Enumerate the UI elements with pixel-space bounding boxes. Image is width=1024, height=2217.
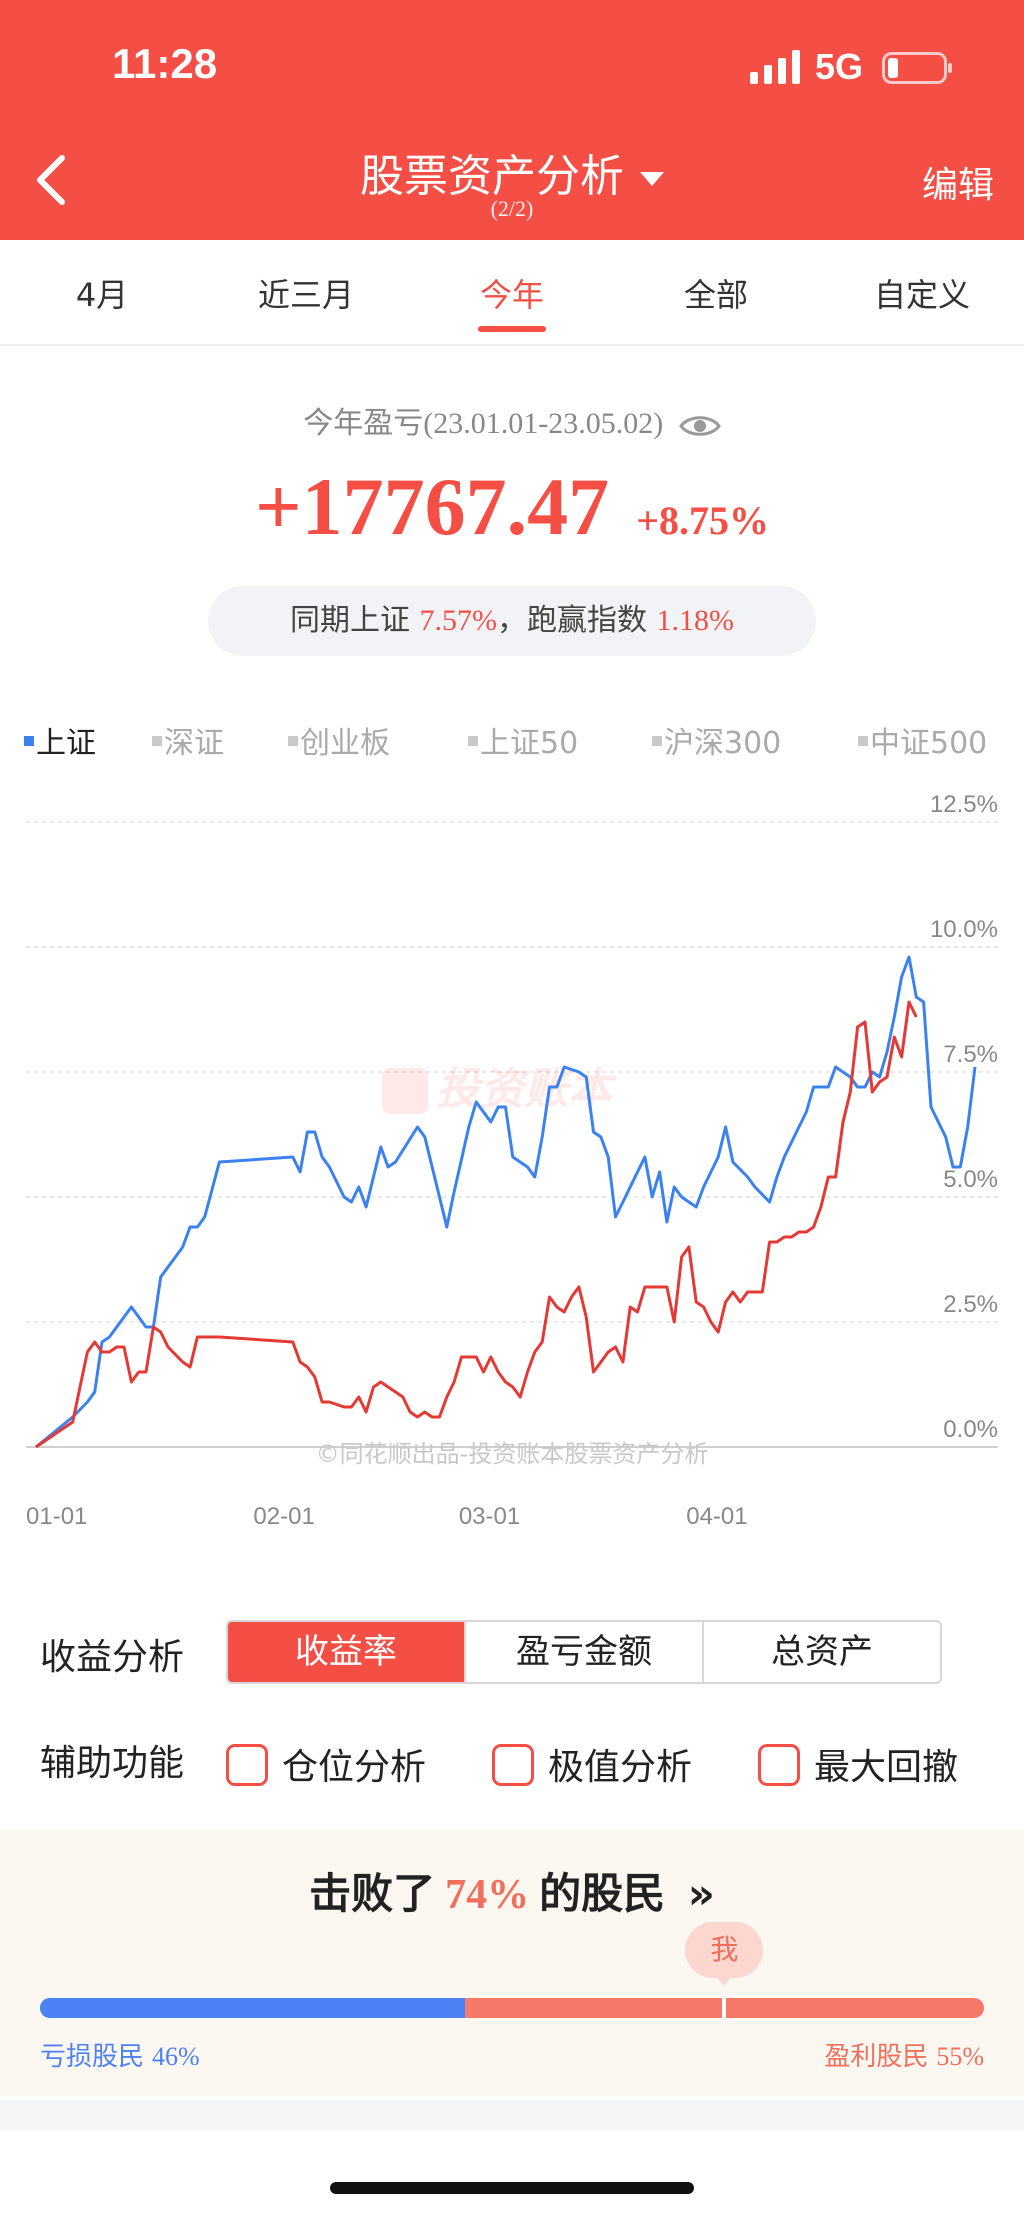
y-tick-label: 5.0% [943,1166,998,1193]
legend-marker [468,735,478,746]
beat-suffix: 的股民 [539,1869,666,1918]
analysis-segmented-control: 收益率 盈亏金额 总资产 [226,1620,942,1684]
home-indicator [330,2182,694,2194]
legend-marker [152,735,162,746]
legend-marker [652,735,662,746]
segment-total-assets[interactable]: 总资产 [771,1632,873,1672]
period-tabs: 4月 近三月 今年 全部 自定义 [0,240,1024,346]
benchmark-prefix: 同期上证 [289,603,410,638]
index-option-csi500[interactable]: 中证500 [858,718,987,762]
check-position-analysis[interactable]: 仓位分析 [226,1738,426,1788]
beat-title[interactable]: 击败了 74% 的股民 » [0,1860,1024,1921]
edit-button[interactable]: 编辑 [921,165,994,206]
segment-pl-amount[interactable]: 盈亏金额 [466,1622,704,1682]
legend-marker [858,735,868,746]
y-tick-label: 7.5% [943,1041,998,1068]
beat-value: 74% [445,1872,530,1918]
check-label: 极值分析 [548,1747,693,1788]
check-label: 仓位分析 [282,1747,427,1788]
gain-investors-label: 盈利股民 [824,2042,929,2072]
watermark-logo [382,1068,428,1114]
analysis-label: 收益分析 [40,1637,185,1678]
pl-period-text: 今年盈亏(23.01.01-23.05.02) [303,407,664,440]
double-chevron-icon: » [687,1869,715,1918]
checkbox[interactable] [492,1744,534,1786]
index-option-sse[interactable]: 上证 [24,718,96,762]
return-chart-svg: 投资账本 ©同花顺出品-投资账本股票资产分析 12.5%10.0%7.5%5.0… [26,791,998,1530]
return-chart[interactable]: 投资账本 ©同花顺出品-投资账本股票资产分析 12.5% 10.0% 7.5% 5.0… [0,790,1024,1530]
check-extreme-analysis[interactable]: 极值分析 [492,1738,692,1788]
index-option-label: 创业板 [300,726,390,761]
checkbox[interactable] [758,1744,800,1786]
chart-footer-watermark: ©同花顺出品-投资账本股票资产分析 [316,1440,709,1468]
gain-investors: 盈利股民 55% [824,2036,984,2073]
active-tab-indicator [478,326,546,332]
loss-investors-value: 46% [152,2042,200,2071]
signal-icon [750,50,800,84]
network-type: 5G [815,46,864,87]
distribution-bar-me-mark [722,1998,727,2018]
y-tick-label: 10.0% [930,916,998,943]
pl-period-label: 今年盈亏(23.01.01-23.05.02) [0,398,1024,442]
header-bar: 11:28 5G 股票资产分析 (2/2) 编辑 [0,0,1024,240]
beat-investors-panel[interactable]: 击败了 74% 的股民 » 我 亏损股民 46% 盈利股民 55% [0,1830,1024,2096]
gain-investors-value: 55% [936,2042,984,2071]
tab-april[interactable]: 4月 [75,276,129,314]
status-time: 11:28 [112,40,218,87]
index-option-csi300[interactable]: 沪深300 [652,718,781,762]
pl-amount: +17767.47 [254,461,610,552]
loss-investors: 亏损股民 46% [40,2036,200,2073]
x-tick-label: 01-01 [26,1503,87,1530]
me-marker-tail [716,1976,733,1986]
index-option-label: 上证50 [480,726,579,761]
distribution-bar-loss [40,1998,465,2018]
index-option-sse50[interactable]: 上证50 [468,718,578,762]
y-tick-label: 2.5% [943,1291,998,1318]
page-indicator: (2/2) [490,196,534,221]
x-tick-label: 04-01 [686,1503,747,1530]
index-option-label: 深证 [164,726,224,761]
loss-investors-label: 亏损股民 [40,2042,145,2072]
index-selector: 上证 深证 创业板 上证50 沪深300 中证500 [0,718,1024,766]
checkbox[interactable] [226,1744,268,1786]
tab-all[interactable]: 全部 [683,276,749,314]
pl-percent: +8.75% [636,498,770,543]
me-marker: 我 [685,1922,764,1978]
battery-icon [882,52,952,84]
benchmark-comparison: 同期上证 7.57%，跑赢指数 1.18% [208,586,816,656]
series-line-portfolio [35,955,977,1449]
page-title[interactable]: 股票资产分析 [0,140,1024,204]
benchmark-index-value: 7.57% [419,604,498,637]
tab-this-year[interactable]: 今年 [479,276,545,314]
segment-return-rate[interactable]: 收益率 [228,1622,466,1682]
legend-marker [288,735,298,746]
series-line-index [35,1000,918,1449]
index-option-label: 中证500 [870,726,988,761]
index-option-szse[interactable]: 深证 [152,718,224,762]
check-max-drawdown[interactable]: 最大回撤 [758,1738,958,1788]
dropdown-caret-icon [640,172,664,186]
index-option-chinext[interactable]: 创业板 [288,718,390,762]
beat-prefix: 击败了 [309,1869,436,1918]
index-option-label: 沪深300 [664,726,782,761]
page-title-text: 股票资产分析 [360,151,624,202]
check-label: 最大回撤 [814,1747,959,1788]
tab-last-three-months[interactable]: 近三月 [257,276,355,314]
x-tick-label: 02-01 [253,1503,314,1530]
index-option-label: 上证 [36,726,96,761]
distribution-bar [40,1998,984,2018]
y-tick-label: 0.0% [943,1416,998,1443]
tab-custom[interactable]: 自定义 [873,276,971,314]
legend-marker [24,735,34,746]
pl-values: +17767.47 +8.75% [0,460,1024,554]
back-arrow-icon[interactable] [30,150,80,210]
eye-icon[interactable] [678,412,721,440]
section-divider [0,2100,1024,2130]
y-tick-label: 12.5% [930,791,998,818]
x-tick-label: 03-01 [459,1503,520,1530]
aux-label: 辅助功能 [40,1743,185,1784]
benchmark-excess-value: 1.18% [656,604,735,637]
benchmark-middle: ，跑赢指数 [497,603,647,638]
